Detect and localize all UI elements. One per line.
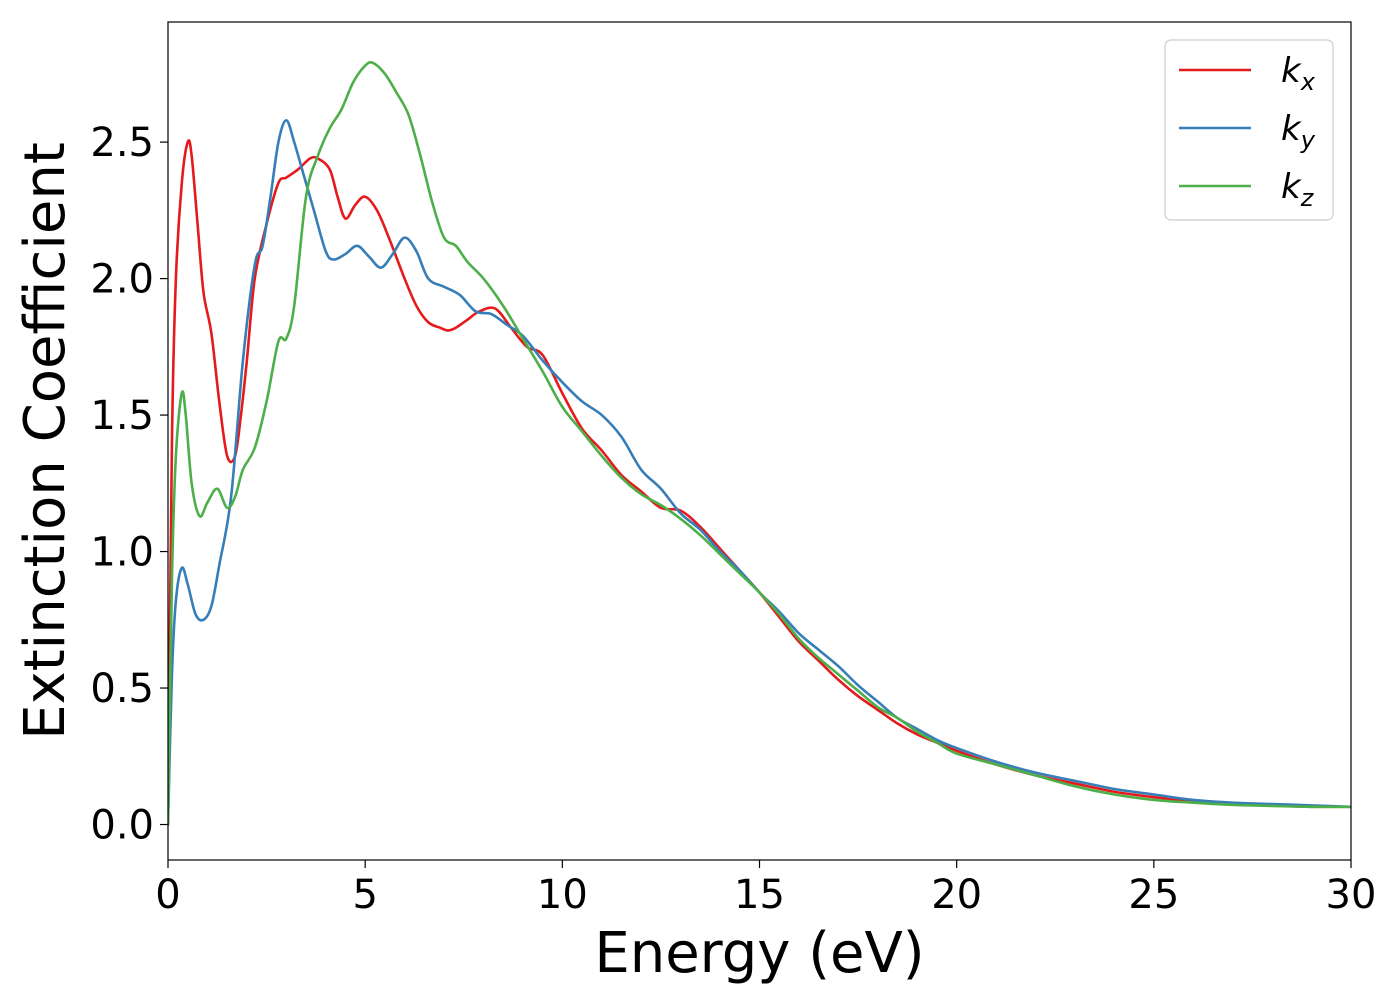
legend-label-kx: kx [1281,51,1316,96]
legend-label-ky: ky [1281,109,1316,154]
x-tick-label: 15 [734,872,785,918]
x-tick-label: 0 [155,872,180,918]
legend-label-base: k [1281,167,1302,207]
y-tick-label: 2.0 [90,257,154,303]
series-line-ky [168,118,1351,826]
series-line-kz [168,61,1351,826]
y-axis: 0.0 0.5 1.0 1.5 2.0 2.5 [90,120,168,849]
y-tick-label: 2.5 [90,120,154,166]
y-tick-label: 1.0 [90,530,154,576]
x-tick-label: 5 [352,872,377,918]
x-tick-label: 20 [931,872,982,918]
x-tick-label: 10 [537,872,588,918]
y-tick-label: 1.5 [90,393,154,439]
legend-label-subscript: y [1300,126,1316,154]
series-layer [168,61,1351,826]
x-tick-label: 30 [1326,872,1377,918]
legend-label-subscript: z [1300,184,1315,212]
y-tick-label: 0.0 [90,803,154,849]
x-tick-label: 25 [1128,872,1179,918]
legend-label-subscript: x [1300,68,1316,96]
series-line-kx [168,139,1351,826]
y-axis-title: Extinction Coefficient [13,142,78,740]
x-axis: 0 5 10 15 20 25 30 [155,860,1376,918]
legend-label-base: k [1281,51,1302,91]
legend-label-base: k [1281,109,1302,149]
x-axis-title: Energy (eV) [594,921,924,986]
legend-label-kz: kz [1281,167,1315,212]
legend-box [1164,39,1334,221]
y-tick-label: 0.5 [90,666,154,712]
